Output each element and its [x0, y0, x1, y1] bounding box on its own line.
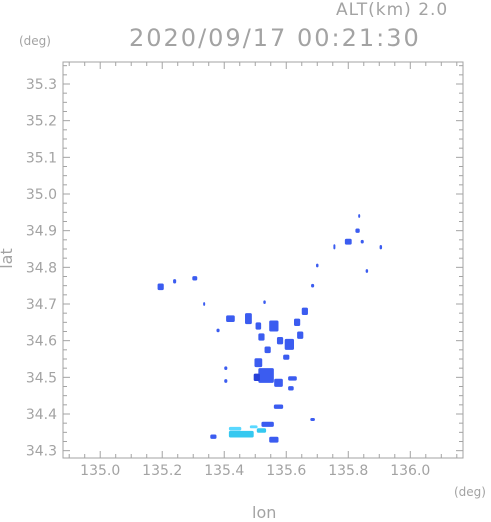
echo-cell: [255, 322, 262, 330]
echo-cell: [284, 338, 295, 350]
echo-cell: [310, 418, 315, 421]
y-tick-label: 34.8: [26, 260, 57, 276]
echo-cell: [254, 358, 263, 368]
echo-cell: [273, 404, 284, 409]
echo-cell: [258, 368, 274, 383]
echo-cell: [192, 276, 198, 281]
y-tick-label: 35.0: [26, 187, 57, 203]
echo-cell: [360, 239, 364, 244]
echo-cell: [253, 373, 260, 381]
echo-cell: [344, 238, 352, 245]
echo-cell: [379, 244, 383, 250]
y-tick-label: 34.3: [26, 444, 57, 460]
echo-cell: [311, 283, 315, 288]
echo-cell: [256, 428, 267, 433]
y-tick-label: 35.2: [26, 114, 57, 130]
echo-cell: [355, 228, 360, 233]
y-tick-label: 34.4: [26, 407, 57, 423]
y-tick-label: 35.1: [26, 150, 57, 166]
x-tick-label: 136.0: [390, 463, 430, 479]
echo-cell: [269, 436, 279, 443]
y-tick-label: 35.3: [26, 77, 57, 93]
echo-cell: [333, 244, 336, 250]
echo-cell: [226, 315, 235, 322]
y-tick-label: 34.6: [26, 334, 57, 350]
axis-ticks: 135.0 135.2 135.4 135.6 135.8 136.0 34.3 34.4 34…: [26, 62, 463, 479]
echo-cell: [316, 263, 319, 268]
echo-cells: [157, 214, 383, 443]
echo-cell: [365, 269, 369, 273]
echo-cell: [283, 354, 290, 360]
echo-cell: [258, 333, 265, 341]
echo-cell: [228, 426, 242, 431]
echo-cell: [261, 421, 274, 427]
echo-cell: [228, 430, 254, 438]
echo-cell: [224, 379, 228, 383]
x-tick-label: 135.4: [204, 463, 244, 479]
y-tick-label: 34.7: [26, 297, 57, 313]
x-tick-label: 135.6: [266, 463, 306, 479]
echo-cell: [203, 302, 206, 306]
echo-cell: [157, 283, 164, 291]
x-tick-label: 135.8: [328, 463, 368, 479]
echo-cell: [297, 331, 304, 339]
echo-cell: [276, 337, 284, 345]
plot-frame: [62, 61, 464, 459]
altitude-label: ALT(km) 2.0: [336, 0, 449, 20]
echo-cell: [210, 434, 217, 439]
echo-cell: [358, 214, 361, 218]
echo-cell: [301, 307, 308, 315]
x-tick-label: 135.0: [80, 463, 120, 479]
y-axis-unit: (deg): [19, 34, 51, 48]
echo-cell: [288, 376, 297, 381]
timestamp-title: 2020/09/17 00:21:30: [129, 24, 421, 52]
x-axis-title: lon: [252, 503, 277, 522]
echo-cell: [263, 300, 266, 304]
y-tick-label: 34.9: [26, 224, 57, 240]
echo-cell: [264, 346, 271, 354]
x-tick-label: 135.2: [142, 463, 182, 479]
echo-cell: [269, 320, 279, 332]
echo-cell: [294, 318, 301, 326]
echo-cell: [216, 328, 220, 333]
echo-cell: [274, 378, 283, 387]
echo-cell: [288, 386, 294, 391]
x-axis-unit: (deg): [454, 485, 486, 499]
echo-cell: [173, 279, 177, 284]
echo-cell: [224, 366, 228, 370]
echo-cell: [245, 313, 252, 325]
echo-cell: [249, 425, 258, 429]
y-tick-label: 34.5: [26, 370, 57, 386]
